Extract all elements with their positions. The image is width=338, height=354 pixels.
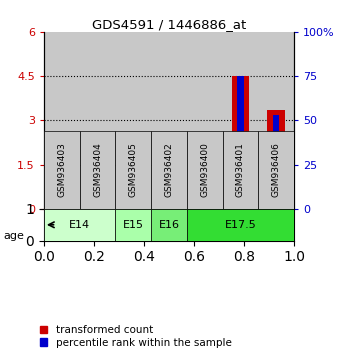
Bar <box>187 209 294 241</box>
Bar <box>196 170 214 209</box>
Text: E16: E16 <box>159 220 179 230</box>
Legend: transformed count, percentile rank within the sample: transformed count, percentile rank withi… <box>39 324 233 349</box>
Text: GSM936400: GSM936400 <box>200 142 209 198</box>
Bar <box>44 209 115 241</box>
Text: E15: E15 <box>123 220 144 230</box>
Bar <box>80 131 115 209</box>
Bar <box>160 171 178 209</box>
Bar <box>187 131 223 209</box>
Bar <box>258 131 294 209</box>
Bar <box>151 131 187 209</box>
Bar <box>187 32 223 209</box>
Bar <box>115 32 151 209</box>
Bar <box>124 204 142 209</box>
Text: GSM936405: GSM936405 <box>129 142 138 198</box>
Bar <box>44 32 80 209</box>
Bar <box>89 208 106 209</box>
Bar <box>58 170 65 209</box>
Bar <box>232 76 249 209</box>
Text: E17.5: E17.5 <box>224 220 256 230</box>
Bar <box>115 131 151 209</box>
Bar <box>115 209 151 241</box>
Text: age: age <box>3 231 24 241</box>
Bar <box>151 32 187 209</box>
Bar <box>201 170 208 209</box>
Title: GDS4591 / 1446886_at: GDS4591 / 1446886_at <box>92 18 246 31</box>
Bar <box>80 32 115 209</box>
Bar <box>151 209 187 241</box>
Text: GSM936404: GSM936404 <box>93 143 102 197</box>
Bar <box>130 196 137 209</box>
Text: GSM936406: GSM936406 <box>272 142 281 198</box>
Bar <box>267 110 285 209</box>
Bar <box>44 131 80 209</box>
Bar <box>166 170 172 209</box>
Text: E14: E14 <box>69 220 90 230</box>
Bar <box>273 115 280 209</box>
Bar <box>53 165 71 209</box>
Bar <box>94 195 101 209</box>
Bar <box>223 32 258 209</box>
Text: GSM936402: GSM936402 <box>165 143 173 197</box>
Bar <box>223 131 258 209</box>
Bar <box>237 76 244 209</box>
Text: GSM936403: GSM936403 <box>57 142 66 198</box>
Text: GSM936401: GSM936401 <box>236 142 245 198</box>
Bar <box>258 32 294 209</box>
